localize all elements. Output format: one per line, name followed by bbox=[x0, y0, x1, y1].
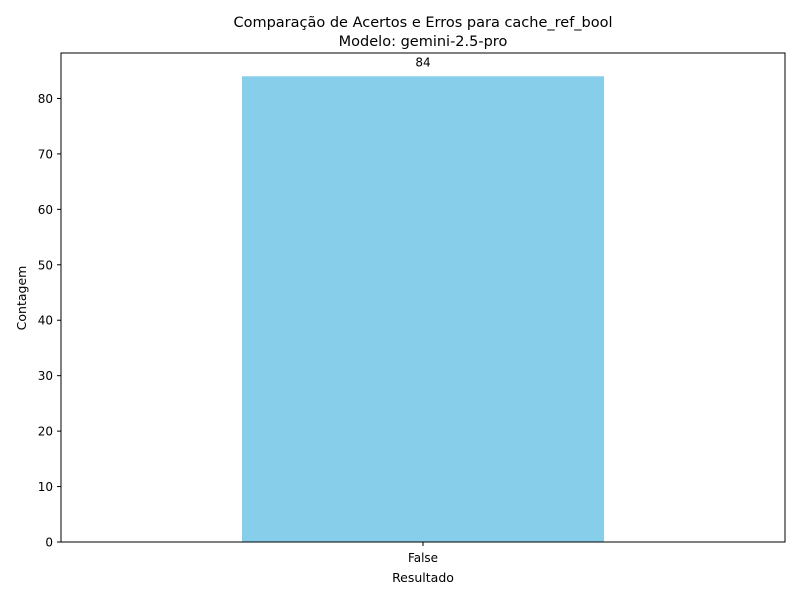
y-tick-label: 80 bbox=[38, 92, 53, 106]
y-tick-label: 20 bbox=[38, 425, 53, 439]
y-tick-label: 10 bbox=[38, 480, 53, 494]
y-tick-label: 70 bbox=[38, 147, 53, 161]
plot-frame bbox=[60, 52, 786, 543]
x-tick-label: False bbox=[408, 551, 438, 565]
chart-subtitle: Modelo: gemini-2.5-pro bbox=[339, 34, 508, 50]
y-tick-label: 30 bbox=[38, 369, 53, 383]
y-tick-label: 0 bbox=[45, 536, 53, 550]
y-tick-label: 50 bbox=[38, 258, 53, 272]
y-tick-label: 40 bbox=[38, 314, 53, 328]
chart-title: Comparação de Acertos e Erros para cache… bbox=[233, 15, 612, 31]
y-tick-label: 60 bbox=[38, 203, 53, 217]
x-axis-label: Resultado bbox=[392, 570, 454, 585]
bar-false bbox=[242, 76, 604, 542]
plot-area: 84 False 0 10 20 30 40 50 60 70 80 bbox=[38, 52, 786, 565]
data-label: 84 bbox=[415, 55, 430, 69]
y-axis-label: Contagem bbox=[14, 266, 29, 331]
